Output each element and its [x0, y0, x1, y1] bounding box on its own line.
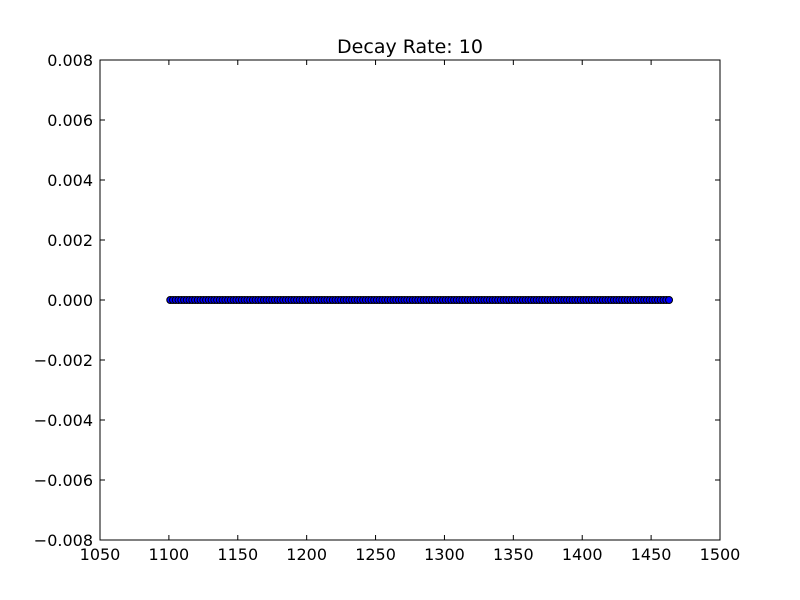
y-tick-label: 0.006 — [47, 111, 93, 130]
x-tick-label: 1250 — [355, 545, 396, 564]
y-tick-label: 0.008 — [47, 51, 93, 70]
x-axis: 1050 1100 1150 1200 1250 1300 1350 1400 1450 1500 — [80, 60, 741, 564]
x-tick-label: 1450 — [631, 545, 672, 564]
plot-frame — [99, 59, 721, 541]
x-tick-label: 1050 — [80, 545, 121, 564]
x-tick-label: 1350 — [493, 545, 534, 564]
y-tick-label: −0.006 — [34, 471, 93, 490]
chart-title: Decay Rate: 10 — [337, 36, 483, 58]
x-tick-label: 1500 — [700, 545, 741, 564]
y-tick-label: 0.000 — [47, 291, 93, 310]
x-tick-label: 1400 — [562, 545, 603, 564]
x-tick-label: 1200 — [286, 545, 327, 564]
y-tick-label: 0.002 — [47, 231, 93, 250]
y-axis: 0.008 0.006 0.004 0.002 0.000 −0.002 −0.004 −0.… — [34, 51, 720, 550]
x-tick-label: 1100 — [149, 545, 190, 564]
data-points — [166, 296, 674, 304]
y-tick-label: −0.008 — [34, 531, 93, 550]
x-tick-label: 1150 — [217, 545, 258, 564]
y-tick-label: 0.004 — [47, 171, 93, 190]
data-point — [665, 296, 674, 304]
y-tick-label: −0.002 — [34, 351, 93, 370]
x-tick-label: 1300 — [424, 545, 465, 564]
y-tick-label: −0.004 — [34, 411, 93, 430]
